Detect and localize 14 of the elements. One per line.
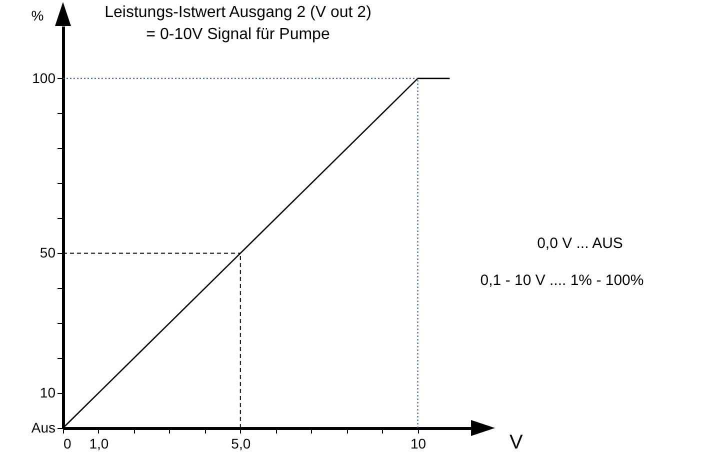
text: 0,1 - 10 V .... 1% - 100%: [480, 272, 644, 289]
y-tick-label: 50: [40, 244, 56, 261]
text: 0,0 V ... AUS: [537, 235, 623, 252]
x-tick-label: 5,0: [231, 436, 251, 452]
y-tick-label: Aus: [31, 420, 56, 436]
x-axis-title: V: [510, 432, 524, 454]
y-tick-label: 10: [40, 384, 56, 401]
x-tick-label: 1,0: [89, 436, 109, 452]
chart-title: Leistungs-Istwert Ausgang 2 (V out 2): [104, 4, 372, 21]
x-tick-label: 10: [410, 436, 426, 452]
chart-subtitle: = 0-10V Signal für Pumpe: [146, 26, 330, 43]
y-tick-label: 100: [32, 70, 56, 86]
x-tick-label: 0: [64, 436, 72, 452]
y-axis-title: %: [31, 8, 44, 24]
